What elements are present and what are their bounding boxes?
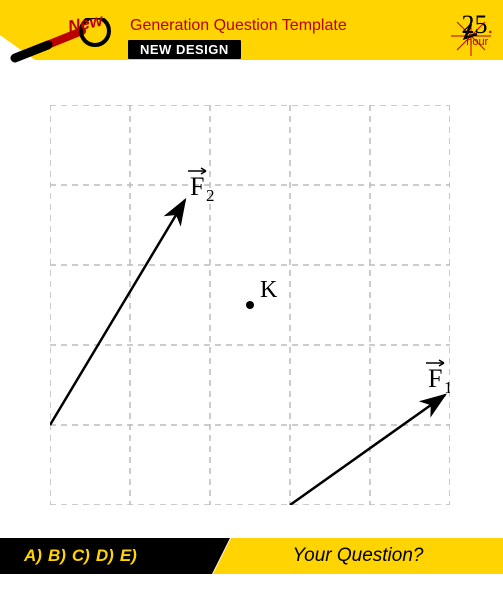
svg-text:2: 2 xyxy=(206,186,215,205)
footer: A) B) C) D) E) Your Question? xyxy=(0,538,503,574)
svg-text:1: 1 xyxy=(444,378,450,397)
header: New Generation Question Template NEW DES… xyxy=(0,0,503,80)
title: Generation Question Template xyxy=(130,17,347,35)
option-c[interactable]: C) xyxy=(72,546,90,566)
option-b[interactable]: B) xyxy=(48,546,66,566)
option-d[interactable]: D) xyxy=(96,546,114,566)
hour-text: hour xyxy=(461,36,493,48)
question-prompt: Your Question? xyxy=(213,538,503,574)
hour-number: 25 xyxy=(461,10,487,39)
design-pill: NEW DESIGN xyxy=(128,40,241,59)
answers-bar: A) B) C) D) E) xyxy=(0,538,230,574)
physics-diagram: F2F1K xyxy=(50,105,450,505)
svg-text:F: F xyxy=(428,364,442,393)
hour-badge: 25. hour xyxy=(461,10,493,48)
option-e[interactable]: E) xyxy=(120,546,137,566)
svg-text:F: F xyxy=(190,172,204,201)
option-a[interactable]: A) xyxy=(24,546,42,566)
svg-text:K: K xyxy=(260,277,278,303)
